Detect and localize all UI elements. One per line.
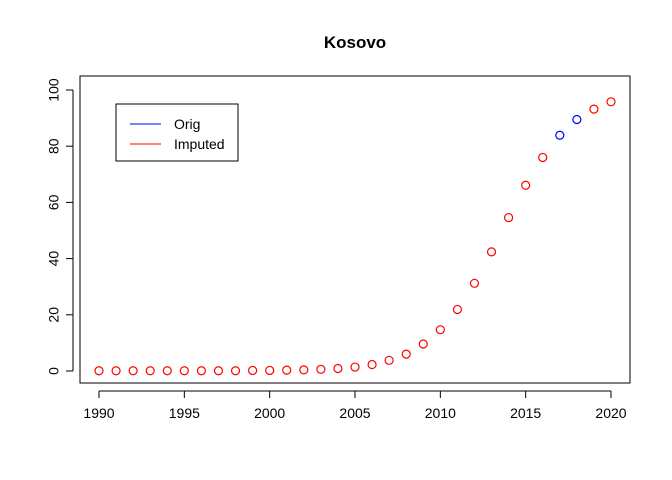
data-point-imputed	[248, 365, 258, 376]
x-tick-label: 2000	[254, 405, 285, 421]
axes: 1990 1995 2000 2005 2010 2015 2020 0 20 40 60 80 100	[46, 78, 627, 421]
data-point-imputed	[333, 363, 343, 374]
y-tick-label: 0	[46, 367, 62, 375]
x-tick-label: 2020	[595, 405, 626, 421]
legend: Orig Imputed	[115, 103, 239, 162]
x-tick-label: 2015	[510, 405, 541, 421]
data-point-imputed	[299, 365, 309, 375]
data-point-imputed	[350, 362, 360, 372]
data-point-orig	[555, 130, 565, 140]
y-tick-label: 40	[46, 251, 62, 267]
y-tick-label: 60	[46, 194, 62, 210]
x-tick-label: 1990	[83, 405, 114, 421]
y-tick-label: 100	[46, 78, 62, 102]
data-point-imputed	[213, 366, 224, 376]
data-point-imputed	[94, 366, 104, 376]
data-point-imputed	[521, 180, 531, 190]
data-point-imputed	[265, 365, 275, 376]
data-point-orig	[572, 114, 582, 125]
x-tick-label: 2005	[339, 405, 370, 421]
data-point-imputed	[111, 366, 121, 376]
data-point-imputed	[452, 304, 462, 315]
data-point-imputed	[162, 366, 172, 376]
data-point-imputed	[538, 152, 548, 163]
plot-frame	[79, 75, 631, 384]
chart-title: Kosovo	[324, 33, 386, 52]
legend-label: Imputed	[174, 136, 225, 152]
data-point-imputed	[128, 366, 138, 376]
data-point-imputed	[469, 278, 480, 288]
data-point-imputed	[179, 366, 189, 376]
data-point-imputed	[316, 364, 326, 374]
data-point-imputed	[196, 366, 206, 376]
x-tick-label: 1995	[169, 405, 200, 421]
data-point-imputed	[282, 365, 292, 375]
legend-label: Orig	[174, 116, 200, 132]
legend-box	[115, 103, 239, 162]
data-point-imputed	[230, 366, 241, 376]
data-point-imputed	[435, 325, 445, 335]
y-tick-label: 80	[46, 138, 62, 154]
data-point-imputed	[486, 247, 497, 257]
y-tick-label: 20	[46, 307, 62, 323]
data-point-imputed	[384, 355, 394, 365]
data-point-imputed	[145, 366, 155, 376]
data-points	[94, 97, 616, 376]
x-tick-label: 2010	[425, 405, 456, 421]
data-point-imputed	[606, 97, 616, 107]
data-point-imputed	[504, 212, 514, 223]
data-point-imputed	[589, 104, 599, 114]
data-point-imputed	[367, 359, 377, 370]
data-point-imputed	[418, 339, 428, 349]
data-point-imputed	[401, 349, 411, 359]
